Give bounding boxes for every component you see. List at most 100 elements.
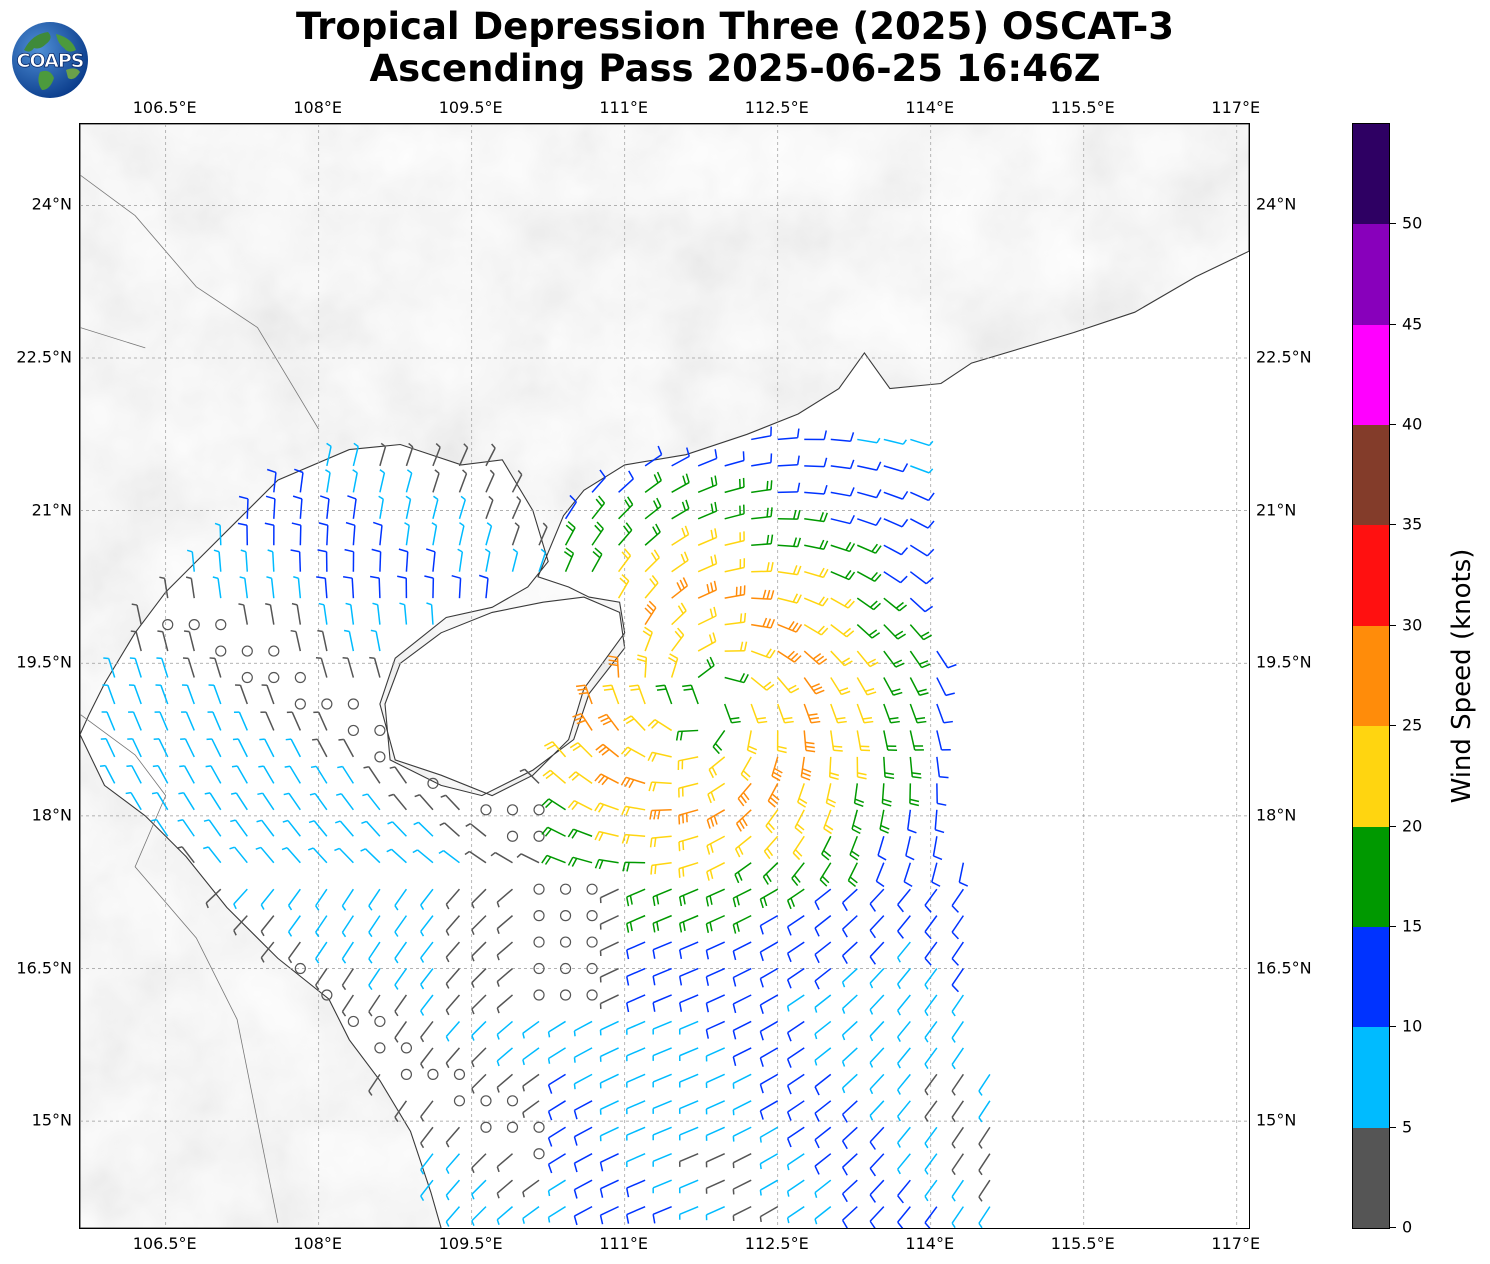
wind-barb — [932, 836, 943, 861]
wind-barb — [465, 823, 487, 837]
wind-barb — [951, 888, 965, 913]
wind-barb — [291, 522, 302, 546]
logo-text: COAPS — [17, 50, 84, 72]
wind-barb — [883, 571, 908, 584]
wind-barb — [830, 703, 847, 724]
wind-barb — [869, 1153, 885, 1177]
wind-barb — [751, 589, 775, 600]
wind-barb — [265, 495, 276, 519]
wind-barb — [368, 994, 381, 1017]
wind-barb — [471, 941, 487, 962]
wind-barb — [290, 629, 302, 652]
wind-barb — [400, 1042, 413, 1054]
wind-barb — [678, 994, 699, 1012]
wind-barb — [256, 819, 275, 837]
wind-barb — [644, 445, 663, 467]
wind-barb — [951, 968, 965, 993]
wind-barb — [697, 528, 718, 546]
wind-barb — [841, 915, 858, 938]
colorbar-segment — [1353, 525, 1389, 626]
wind-barb — [678, 782, 699, 798]
wind-barb — [910, 491, 935, 502]
wind-barb — [671, 447, 690, 467]
wind-barb — [268, 645, 280, 657]
wind-barb — [732, 1179, 752, 1195]
wind-barb — [724, 477, 745, 494]
wind-barb — [786, 1126, 805, 1148]
colorbar-segment — [1353, 425, 1389, 526]
wind-barb — [255, 846, 275, 864]
wind-barb — [652, 941, 672, 959]
wind-barb — [705, 1205, 725, 1221]
wind-barb — [316, 576, 328, 599]
wind-barb — [705, 941, 725, 960]
lon-label-bottom: 115.5°E — [1050, 1234, 1115, 1253]
wind-barb — [602, 684, 620, 705]
wind-barb — [335, 820, 354, 837]
wind-barb — [765, 809, 779, 834]
wind-barb — [777, 621, 803, 633]
wind-barb — [883, 730, 898, 751]
wind-barb — [378, 495, 384, 519]
wind-barb — [533, 936, 545, 948]
wind-barb — [708, 756, 726, 779]
wind-barb — [347, 495, 357, 519]
wind-barb — [511, 470, 523, 493]
lon-label-bottom: 106.5°E — [132, 1234, 197, 1253]
wind-barb — [777, 482, 801, 494]
wind-barb — [564, 494, 578, 520]
wind-barb — [506, 830, 519, 842]
wind-barb — [830, 730, 843, 752]
wind-barb — [522, 1073, 540, 1092]
lon-label-top: 112.5°E — [744, 98, 809, 117]
wind-barb — [485, 495, 494, 520]
wind-barb — [533, 910, 545, 922]
wind-barb — [347, 698, 359, 710]
wind-barb — [644, 600, 657, 626]
wind-barb — [129, 657, 142, 678]
lat-label-right: 24°N — [1256, 194, 1297, 214]
wind-barb — [762, 862, 779, 885]
gridlines — [80, 124, 1249, 1228]
wind-barb — [586, 910, 598, 922]
lat-label-left: 19.5°N — [16, 652, 72, 672]
wind-barb — [707, 782, 726, 804]
colorbar-label: Wind Speed (knots) — [1447, 548, 1477, 804]
wind-barb — [506, 1121, 519, 1133]
wind-barb — [241, 671, 253, 684]
wind-barb — [652, 967, 672, 986]
wind-barb — [153, 738, 169, 758]
wind-barb — [909, 597, 934, 613]
wind-barb — [586, 989, 598, 1001]
wind-barb — [678, 941, 699, 960]
wind-barb — [595, 743, 620, 758]
wind-barb — [649, 809, 672, 820]
wind-barb — [130, 630, 142, 652]
wind-barb — [626, 914, 646, 933]
wind-barb — [361, 820, 381, 837]
wind-barb — [732, 1047, 752, 1066]
wind-barb — [420, 1179, 434, 1202]
wind-barb — [480, 1121, 492, 1133]
wind-barb — [841, 1206, 858, 1228]
wind-barb — [541, 798, 566, 811]
wind-barb — [786, 1073, 805, 1095]
wind-barb — [732, 1126, 752, 1142]
wind-barb — [315, 888, 328, 911]
wind-barb — [909, 650, 931, 669]
wind-barb — [182, 657, 195, 678]
wind-barb — [131, 603, 142, 625]
wind-barb — [881, 783, 892, 807]
colorbar-tick-mark — [1390, 725, 1396, 727]
wind-barb — [856, 543, 882, 554]
wind-barb — [759, 888, 779, 909]
wind-barb — [671, 551, 689, 573]
wind-barb — [705, 967, 725, 986]
wind-barb — [157, 630, 169, 652]
wind-barb — [325, 469, 331, 493]
wind-barb — [424, 575, 435, 599]
wind-barb — [368, 941, 381, 964]
wind-barb — [334, 847, 354, 864]
wind-barb — [445, 888, 461, 910]
wind-barb — [496, 1153, 513, 1173]
